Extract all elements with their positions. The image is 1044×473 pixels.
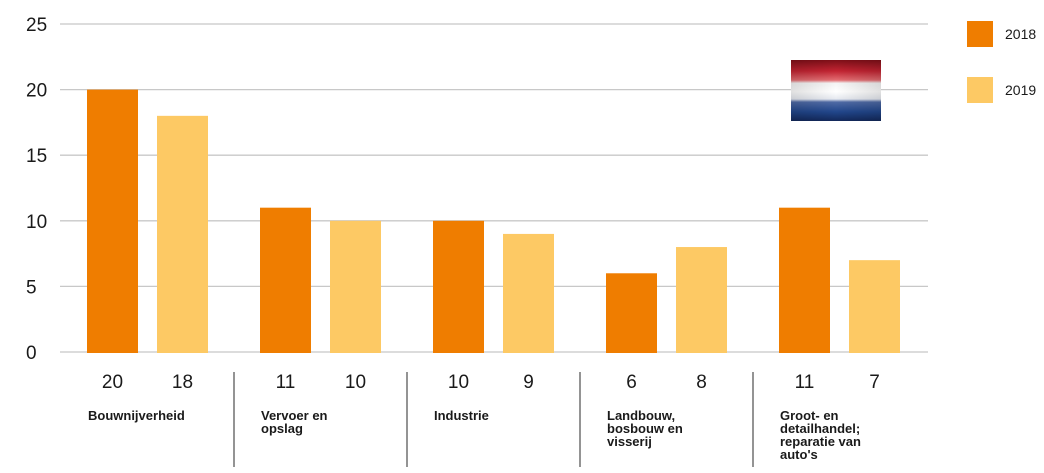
data-label: 11 [795,372,815,393]
data-labels: 20 18 11 10 10 9 6 8 11 7 [102,372,880,393]
data-label: 10 [345,372,366,393]
legend-swatch [967,77,993,103]
category-label: visserij [607,434,652,449]
category-label: detailhandel; [780,421,860,436]
data-label: 7 [869,372,880,393]
category-label: Landbouw, [607,408,675,423]
bar [779,207,830,353]
category-label: reparatie van [780,434,861,449]
category-label: bosbouw en [607,421,683,436]
bar [676,247,727,353]
legend: 2018 2019 [967,21,1036,103]
data-label: 9 [523,372,534,393]
category-label: Bouwnijverheid [88,408,185,423]
data-label: 18 [172,372,193,393]
bar [849,260,900,353]
y-tick-label: 25 [26,15,47,36]
bars [87,89,900,353]
bar [503,233,554,353]
bar [157,115,208,353]
data-label: 8 [696,372,707,393]
category-label: Vervoer en [261,408,328,423]
category-label: auto's [780,447,818,462]
data-label: 20 [102,372,123,393]
legend-swatch [967,21,993,47]
category-label: Industrie [434,408,489,423]
bar [606,273,657,353]
bar [330,220,381,353]
y-tick-label: 10 [26,212,47,233]
legend-label: 2019 [1005,82,1036,98]
category-separators [233,372,754,467]
data-label: 10 [448,372,469,393]
netherlands-flag-icon [791,60,881,121]
legend-label: 2018 [1005,26,1036,42]
y-tick-label: 15 [26,146,47,167]
category-label: opslag [261,421,303,436]
y-tick-label: 20 [26,81,47,102]
bar [260,207,311,353]
y-tick-label: 0 [26,343,37,364]
data-label: 6 [626,372,637,393]
y-tick-label: 5 [26,277,37,298]
data-label: 11 [276,372,296,393]
y-axis: 0 5 10 15 20 25 [26,15,47,364]
bar [433,220,484,353]
bar [87,89,138,353]
category-label: Groot- en [780,408,839,423]
